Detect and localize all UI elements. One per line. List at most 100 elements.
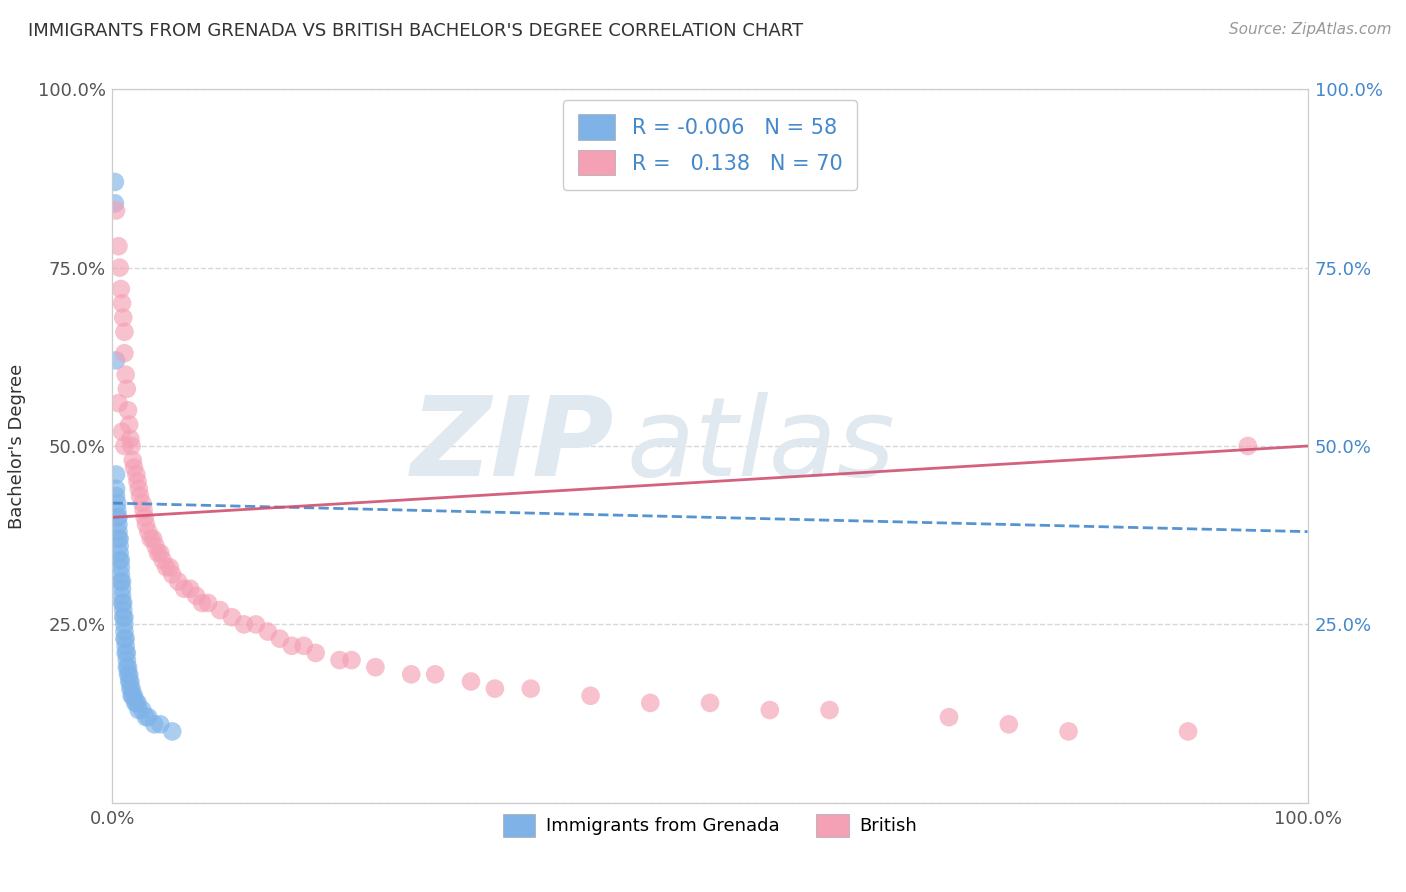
Point [105,489,128,503]
Point [120,432,142,446]
Point [938,710,960,724]
Point [104,196,127,211]
Point [118,674,141,689]
Point [114,617,135,632]
Point [121,681,143,696]
Point [107,239,129,253]
Point [138,524,160,539]
Point [120,674,142,689]
Point [108,539,131,553]
Point [145,539,167,553]
Point [699,696,721,710]
Point [1237,439,1260,453]
Point [117,667,139,681]
Point [107,396,129,410]
Point [139,532,162,546]
Point [107,532,129,546]
Point [121,689,143,703]
Point [108,553,131,567]
Point [579,689,602,703]
Point [105,510,128,524]
Point [115,646,138,660]
Point [484,681,506,696]
Text: Source: ZipAtlas.com: Source: ZipAtlas.com [1229,22,1392,37]
Point [122,460,145,475]
Point [107,524,129,539]
Y-axis label: Bachelor's Degree: Bachelor's Degree [8,363,27,529]
Point [112,310,135,325]
Point [108,260,131,275]
Point [115,653,138,667]
Point [105,503,128,517]
Point [115,660,138,674]
Point [114,646,136,660]
Point [105,203,128,218]
Point [197,596,219,610]
Point [143,717,166,731]
Point [640,696,662,710]
Point [173,582,195,596]
Point [257,624,280,639]
Point [122,689,145,703]
Point [121,453,143,467]
Point [152,553,174,567]
Point [114,325,135,339]
Point [520,681,543,696]
Point [111,596,134,610]
Point [105,353,128,368]
Point [142,532,165,546]
Point [167,574,190,589]
Point [114,632,135,646]
Point [127,696,149,710]
Point [114,624,135,639]
Point [281,639,304,653]
Point [110,567,132,582]
Point [124,696,146,710]
Point [125,467,148,482]
Point [364,660,387,674]
Point [125,696,148,710]
Point [245,617,267,632]
Point [112,603,135,617]
Point [111,296,134,310]
Point [105,482,128,496]
Point [111,582,134,596]
Point [128,703,150,717]
Point [110,574,132,589]
Point [138,710,160,724]
Point [162,567,183,582]
Point [114,439,135,453]
Point [401,667,423,681]
Point [108,546,131,560]
Text: atlas: atlas [627,392,896,500]
Point [118,417,141,432]
Point [460,674,482,689]
Point [110,553,132,567]
Point [135,710,157,724]
Point [305,646,328,660]
Point [115,382,138,396]
Point [108,532,131,546]
Point [162,724,183,739]
Point [114,639,136,653]
Point [114,632,136,646]
Point [110,560,132,574]
Point [221,610,243,624]
Point [134,510,156,524]
Point [149,546,172,560]
Point [128,482,150,496]
Point [107,510,129,524]
Point [111,574,134,589]
Point [110,282,132,296]
Point [111,425,134,439]
Point [112,596,135,610]
Point [340,653,363,667]
Point [759,703,782,717]
Text: IMMIGRANTS FROM GRENADA VS BRITISH BACHELOR'S DEGREE CORRELATION CHART: IMMIGRANTS FROM GRENADA VS BRITISH BACHE… [28,22,803,40]
Point [105,467,128,482]
Point [104,175,127,189]
Point [131,703,153,717]
Point [129,489,152,503]
Point [114,610,135,624]
Point [112,610,135,624]
